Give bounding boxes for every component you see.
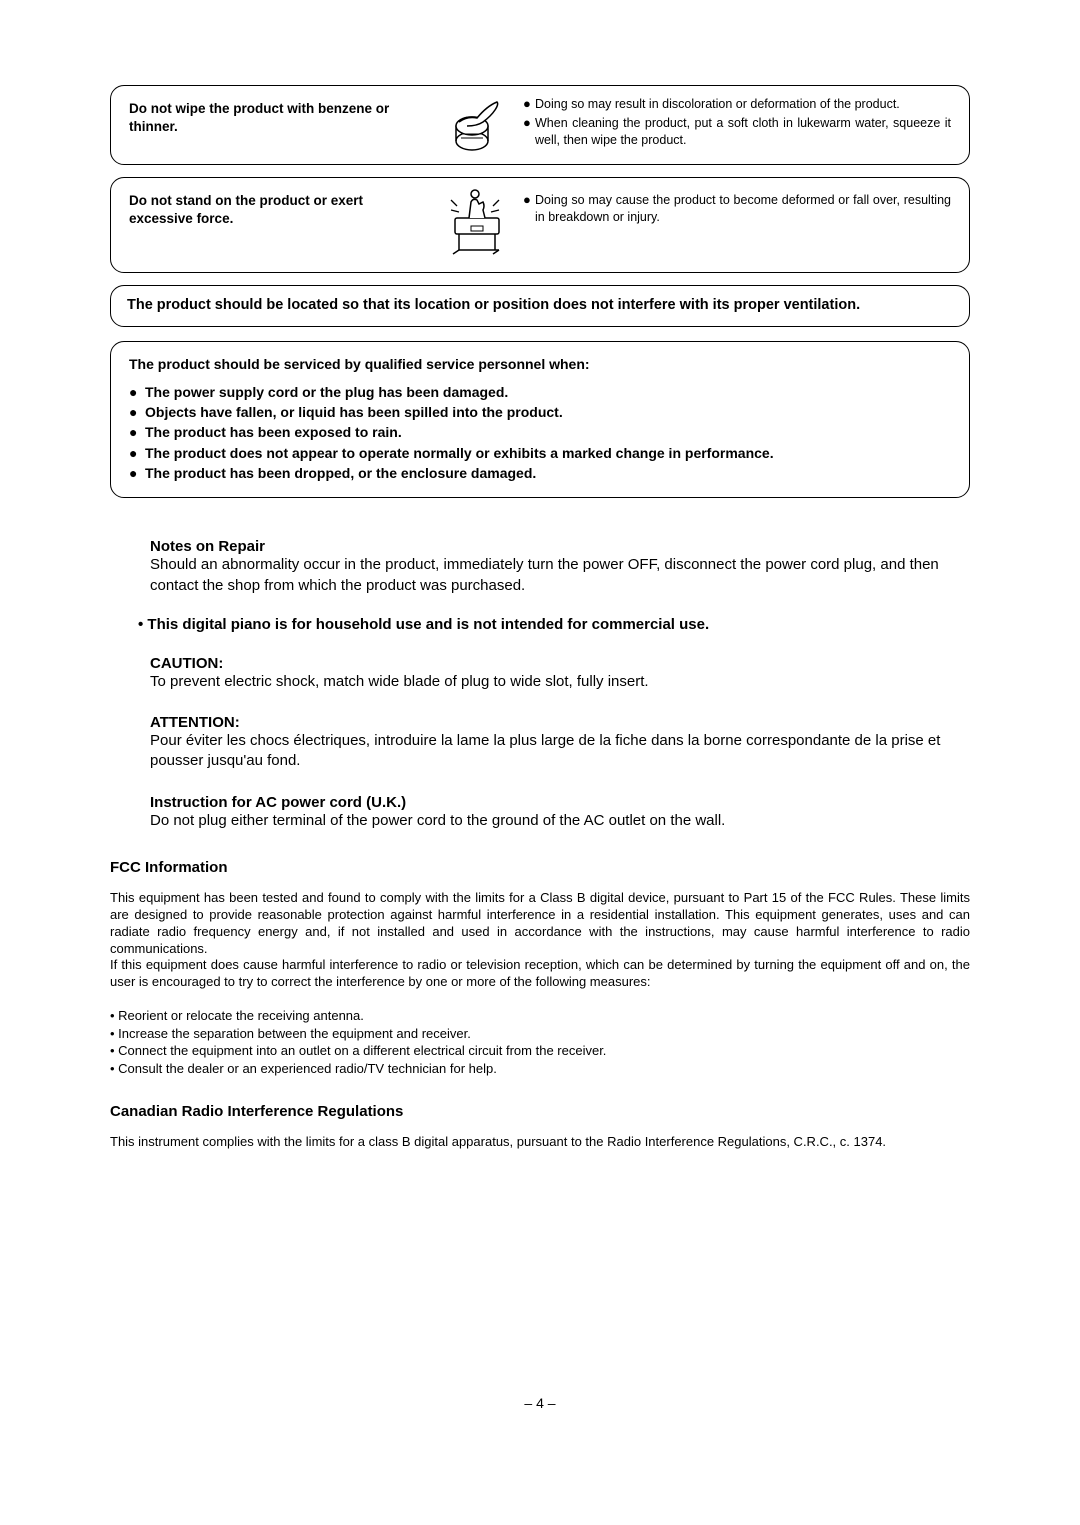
household-note: • This digital piano is for household us…: [138, 616, 962, 633]
page-number: – 4 –: [0, 1395, 1080, 1411]
repair-title: Notes on Repair: [150, 538, 962, 555]
bullet-text: Doing so may result in discoloration or …: [535, 96, 951, 113]
service-item: The product has been exposed to rain.: [145, 422, 402, 442]
ventilation-box: The product should be located so that it…: [110, 285, 970, 327]
fcc-body2: If this equipment does cause harmful int…: [110, 957, 970, 991]
attention-body: Pour éviter les chocs électriques, intro…: [150, 731, 962, 772]
notes-section: Notes on Repair Should an abnormality oc…: [110, 538, 970, 831]
piano-stand-icon: [441, 188, 511, 260]
wipe-icon: [441, 96, 511, 152]
caution-title: CAUTION:: [150, 655, 962, 672]
fcc-list-item: • Reorient or relocate the receiving ant…: [110, 1007, 970, 1025]
bullet-text: When cleaning the product, put a soft cl…: [535, 115, 951, 149]
fcc-list-item: • Consult the dealer or an experienced r…: [110, 1060, 970, 1078]
caution-body: To prevent electric shock, match wide bl…: [150, 672, 962, 692]
bullet-text: Doing so may cause the product to become…: [535, 192, 951, 226]
repair-body: Should an abnormality occur in the produ…: [150, 555, 962, 596]
fcc-list-item: • Connect the equipment into an outlet o…: [110, 1042, 970, 1060]
warning-bullets: ●Doing so may result in discoloration or…: [523, 96, 951, 151]
fcc-section: FCC Information This equipment has been …: [110, 859, 970, 1151]
fcc-title: FCC Information: [110, 859, 970, 876]
service-title: The product should be serviced by qualif…: [129, 354, 951, 374]
warning-bullets: ●Doing so may cause the product to becom…: [523, 188, 951, 228]
canadian-title: Canadian Radio Interference Regulations: [110, 1103, 970, 1120]
ac-cord-title: Instruction for AC power cord (U.K.): [150, 794, 962, 811]
fcc-list: • Reorient or relocate the receiving ant…: [110, 1007, 970, 1077]
fcc-body1: This equipment has been tested and found…: [110, 890, 970, 958]
warning-box-benzene: Do not wipe the product with benzene or …: [110, 85, 970, 165]
service-box: The product should be serviced by qualif…: [110, 341, 970, 499]
service-item: Objects have fallen, or liquid has been …: [145, 402, 563, 422]
service-item: The product has been dropped, or the enc…: [145, 463, 536, 483]
warning-title: Do not wipe the product with benzene or …: [129, 96, 429, 135]
ac-cord-body: Do not plug either terminal of the power…: [150, 811, 962, 831]
canadian-body: This instrument complies with the limits…: [110, 1134, 970, 1151]
service-item: The power supply cord or the plug has be…: [145, 382, 508, 402]
attention-title: ATTENTION:: [150, 714, 962, 731]
warning-title: Do not stand on the product or exert exc…: [129, 188, 429, 227]
warning-box-stand: Do not stand on the product or exert exc…: [110, 177, 970, 273]
service-item: The product does not appear to operate n…: [145, 443, 774, 463]
fcc-list-item: • Increase the separation between the eq…: [110, 1025, 970, 1043]
